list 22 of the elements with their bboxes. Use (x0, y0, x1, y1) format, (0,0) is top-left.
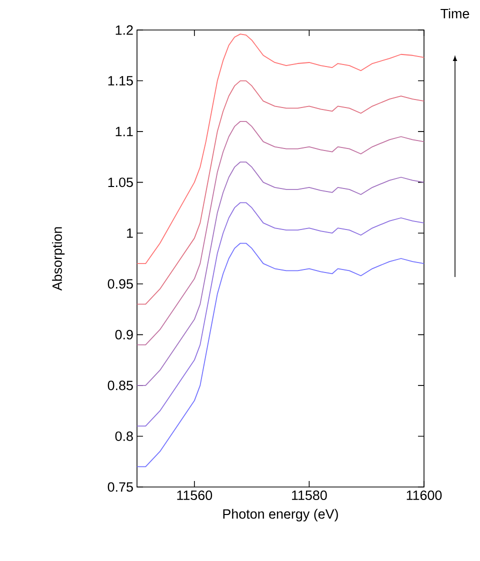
y-tick-label: 0.8 (115, 431, 133, 441)
line-series (137, 202, 424, 427)
line-series (137, 120, 424, 346)
x-tick-label: 11580 (292, 490, 327, 500)
text: Time (440, 8, 470, 18)
x-axis-title: Photon energy (eV) (223, 508, 338, 522)
y-tick-label: 0.75 (108, 482, 133, 492)
line-series (137, 162, 424, 386)
y-axis-title: Absorption (52, 227, 65, 291)
line-series (137, 80, 424, 305)
y-tick-label: 1.15 (108, 76, 133, 86)
line-series (137, 242, 424, 468)
y-tick-label: 0.95 (108, 279, 133, 289)
x-tick-label: 11560 (177, 490, 212, 500)
y-tick-label: 0.9 (115, 330, 133, 340)
x-tick-label: 11600 (406, 490, 442, 500)
y-tick-label: 0.85 (108, 380, 133, 390)
line-series (137, 34, 424, 264)
y-tick-label: 1.2 (116, 25, 133, 35)
y-tick-label: 1.1 (116, 126, 133, 136)
y-tick-label: 1 (127, 228, 133, 238)
y-tick-label: 1.05 (108, 178, 133, 188)
